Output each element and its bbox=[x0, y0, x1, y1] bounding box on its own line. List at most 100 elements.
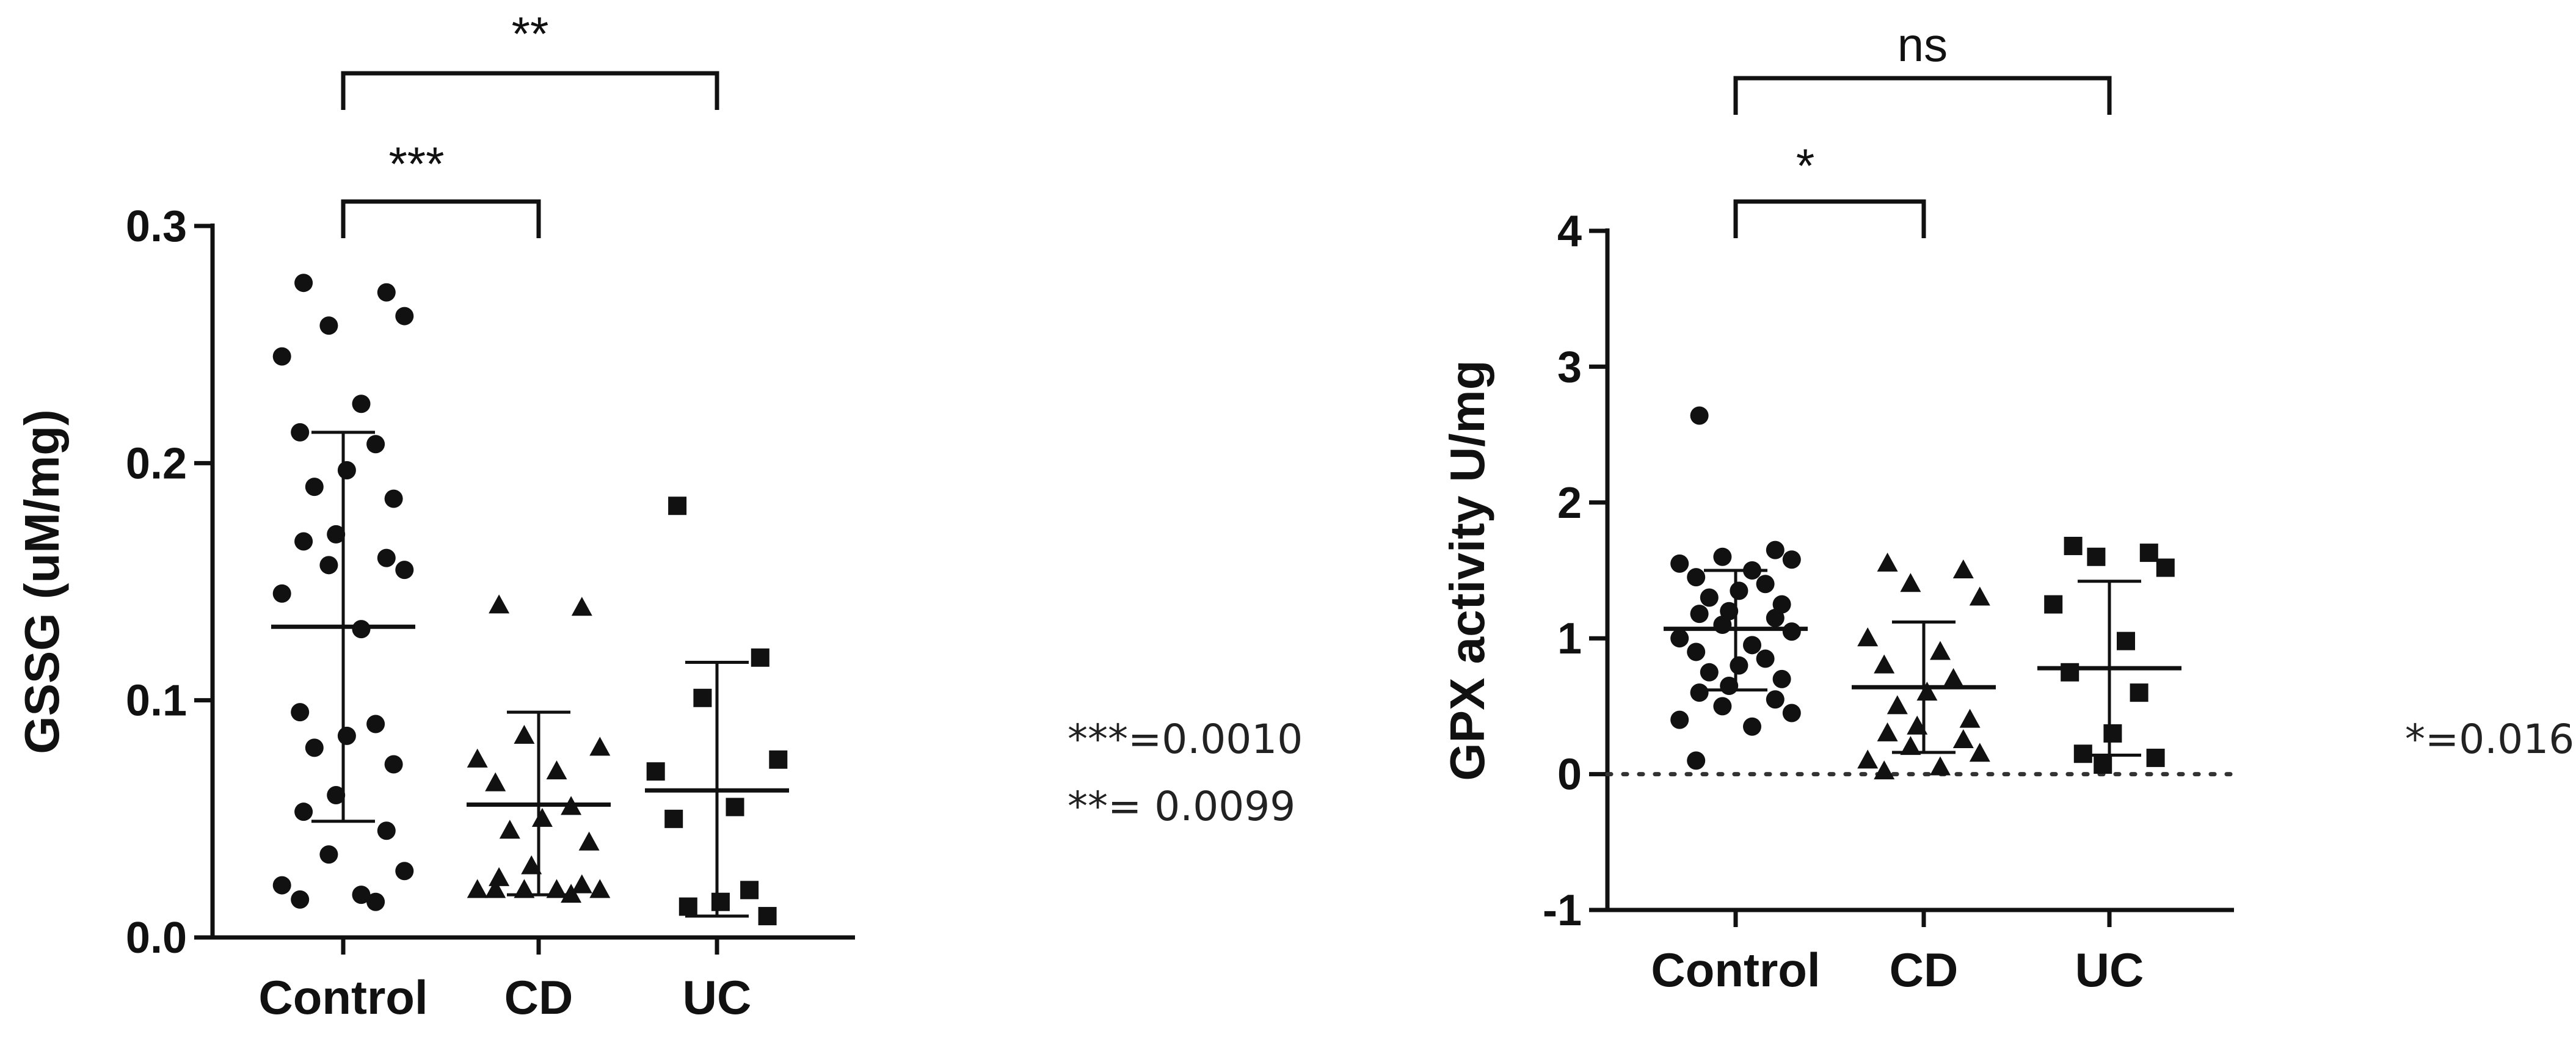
gssg-control-point bbox=[294, 532, 313, 551]
gssg-significance-label: *** bbox=[388, 137, 444, 191]
gpx-cd-point bbox=[1857, 627, 1879, 647]
gpx-chart: -1 0 1 2 3 4 GPX activity U/mg Control CD UC * ns bbox=[1440, 18, 2236, 997]
gpx-cd-point bbox=[1930, 641, 1951, 660]
gpx-control-point bbox=[1670, 629, 1689, 648]
gpx-control-point bbox=[1720, 677, 1739, 696]
gpx-uc-point bbox=[2087, 547, 2106, 566]
gpx-y-axis-label: GPX activity U/mg bbox=[1440, 360, 1494, 781]
gssg-cd-point bbox=[546, 879, 567, 898]
gssg-cd-point bbox=[499, 820, 520, 839]
gssg-cd-point bbox=[489, 594, 510, 614]
gssg-cd-point bbox=[521, 855, 542, 875]
gssg-control-point bbox=[395, 561, 414, 580]
gpx-y-tick-label: -1 bbox=[1543, 886, 1582, 935]
gssg-category-label: CD bbox=[504, 970, 573, 1024]
gpx-control-point bbox=[1766, 608, 1785, 627]
gpx-control-point bbox=[1670, 554, 1689, 573]
gpx-uc-point bbox=[2061, 663, 2079, 682]
gpx-control-point bbox=[1713, 697, 1732, 716]
gpx-uc-point bbox=[2094, 755, 2112, 774]
gssg-uc-point bbox=[758, 907, 777, 926]
gpx-control-point bbox=[1690, 406, 1709, 425]
gssg-cd-point bbox=[514, 879, 535, 898]
gpx-control-point bbox=[1766, 690, 1785, 709]
gpx-uc-point bbox=[2073, 744, 2092, 763]
gssg-control-point bbox=[395, 862, 414, 881]
gpx-control-point bbox=[1687, 751, 1706, 770]
gpx-significance-bracket bbox=[1733, 199, 1926, 238]
gpx-control-point bbox=[1782, 622, 1801, 641]
gpx-control-point bbox=[1690, 683, 1709, 702]
gssg-pvalue-note-2: **= 0.0099 bbox=[1068, 783, 1296, 830]
gssg-uc-point bbox=[679, 897, 697, 916]
gpx-cd-point bbox=[1874, 760, 1895, 780]
gssg-control-point bbox=[272, 876, 291, 895]
gpx-control-point bbox=[1700, 663, 1719, 682]
gpx-y-tick-label: 2 bbox=[1557, 479, 1582, 528]
gpx-uc-point bbox=[2044, 595, 2063, 614]
gssg-control-point bbox=[337, 726, 356, 745]
gssg-control-point bbox=[352, 395, 371, 413]
gssg-control-point bbox=[319, 845, 338, 864]
gssg-cd-point bbox=[571, 597, 592, 616]
gpx-y-tick-label: 0 bbox=[1557, 751, 1582, 799]
gpx-cd-point bbox=[1887, 695, 1908, 715]
gpx-uc-point bbox=[2130, 683, 2148, 702]
gssg-pvalue-note-1: ***=0.0010 bbox=[1068, 716, 1303, 763]
gssg-control-point bbox=[384, 755, 403, 774]
gpx-control-point bbox=[1743, 717, 1761, 736]
gssg-uc-point bbox=[668, 497, 687, 515]
gssg-cd-point bbox=[514, 724, 535, 744]
gpx-cd-point bbox=[1900, 573, 1921, 592]
gpx-control-point bbox=[1700, 588, 1719, 607]
gpx-uc-point bbox=[2064, 536, 2083, 555]
gssg-control-point bbox=[294, 802, 313, 821]
gpx-control-point bbox=[1743, 561, 1761, 580]
gssg-uc-point bbox=[693, 688, 712, 707]
gssg-control-point bbox=[366, 435, 385, 454]
gpx-control-point bbox=[1730, 581, 1748, 600]
gssg-cd-point bbox=[571, 874, 592, 893]
gssg-y-tick-label: 0.3 bbox=[126, 202, 187, 251]
gpx-control-point bbox=[1756, 575, 1775, 594]
gpx-cd-point bbox=[1952, 729, 1974, 748]
gpx-significance-label: * bbox=[1796, 139, 1814, 192]
gpx-uc-point bbox=[2146, 748, 2165, 767]
gssg-category-label: UC bbox=[683, 970, 752, 1024]
gpx-control-point bbox=[1766, 540, 1785, 559]
gpx-cd-point bbox=[1907, 715, 1928, 735]
gpx-control-point bbox=[1743, 636, 1761, 655]
gssg-control-point bbox=[395, 307, 414, 326]
gssg-control-point bbox=[384, 489, 403, 508]
gssg-control-point bbox=[272, 584, 291, 603]
gpx-cd-point bbox=[1969, 586, 1990, 606]
gssg-uc-point bbox=[711, 892, 730, 911]
gssg-cd-point bbox=[546, 760, 567, 780]
gpx-uc-point bbox=[2156, 558, 2175, 577]
gssg-cd-point bbox=[485, 879, 506, 898]
gssg-control-point bbox=[305, 478, 324, 497]
gpx-cd-point bbox=[1916, 682, 1938, 701]
gpx-y-tick-label: 3 bbox=[1557, 343, 1582, 391]
gpx-cd-point bbox=[1969, 743, 1990, 762]
gpx-cd-point bbox=[1857, 749, 1879, 769]
gssg-significance-bracket bbox=[341, 71, 719, 110]
gssg-uc-point bbox=[769, 750, 788, 769]
gpx-cd-point bbox=[1952, 559, 1974, 578]
gssg-control-point bbox=[327, 525, 346, 544]
gpx-cd-point bbox=[1877, 552, 1898, 572]
gssg-control-point bbox=[294, 274, 313, 293]
gssg-category-label: Control bbox=[258, 970, 428, 1024]
gssg-control-point bbox=[291, 890, 310, 909]
gssg-control-point bbox=[337, 460, 356, 479]
gssg-cd-point bbox=[489, 867, 510, 886]
gssg-control-point bbox=[272, 347, 291, 366]
gpx-cd-point bbox=[1943, 668, 1964, 687]
gpx-control-point bbox=[1756, 649, 1775, 668]
gssg-control-point bbox=[305, 738, 324, 757]
gssg-cd-point bbox=[485, 772, 506, 791]
gpx-control-point bbox=[1772, 669, 1791, 688]
gpx-control-point bbox=[1713, 615, 1732, 634]
